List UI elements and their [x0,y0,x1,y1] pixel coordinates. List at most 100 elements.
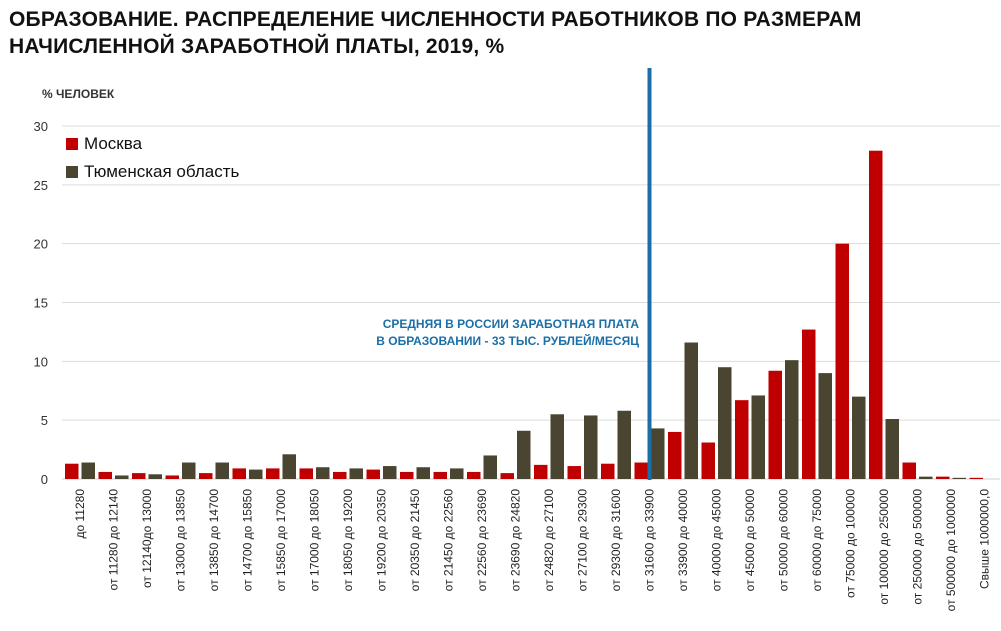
bar-moscow [634,462,648,479]
x-tick-label: от 75000 до 100000 [844,489,858,598]
x-tick-label: от 100000 до 250000 [877,489,891,605]
legend-label-tyumen: Тюменская область [84,162,240,181]
bar-tyumen [249,469,263,479]
x-tick-label: от 23690 до 24820 [509,489,523,592]
x-tick-label: до 11280 [73,489,87,539]
x-tick-label: от 500000 до 1000000 [944,489,958,612]
bar-moscow [366,469,380,479]
bar-tyumen [584,415,598,479]
bar-moscow [969,477,983,479]
x-tick-label: от 17000 до 18050 [308,489,322,592]
legend-swatch-moscow [66,138,78,150]
chart-title: ОБРАЗОВАНИЕ. РАСПРЕДЕЛЕНИЕ ЧИСЛЕННОСТИ Р… [9,6,989,60]
bar-tyumen [684,342,698,479]
bar-moscow [500,473,514,479]
annotation-line2: В ОБРАЗОВАНИИ - 33 ТЫС. РУБЛЕЙ/МЕСЯЦ [376,334,639,348]
bar-tyumen [617,410,631,479]
bar-moscow [601,463,615,479]
y-tick-label: 15 [34,296,48,311]
bar-moscow [768,370,782,479]
bar-moscow [467,471,481,479]
x-tick-label: от 45000 до 50000 [743,489,757,592]
bars [65,150,983,479]
average-salary-line [647,68,652,480]
bar-tyumen [81,462,95,479]
bar-moscow [835,243,849,479]
annotation-line1: СРЕДНЯЯ В РОССИИ ЗАРАБОТНАЯ ПЛАТА [382,317,639,331]
y-tick-label: 0 [41,472,48,487]
x-tick-label: от 14700 до 15850 [241,489,255,592]
y-tick-label: 25 [34,178,48,193]
y-tick-label: 10 [34,354,48,369]
bar-moscow [400,471,414,479]
x-tick-label: от 27100 до 29300 [576,489,590,592]
chart-title-line1: ОБРАЗОВАНИЕ. РАСПРЕДЕЛЕНИЕ ЧИСЛЕННОСТИ Р… [9,8,862,31]
bar-moscow [735,400,749,479]
legend: Москва Тюменская область [66,130,239,186]
legend-swatch-tyumen [66,166,78,178]
bar-tyumen [718,367,732,479]
x-tick-label: от 13000 до 13850 [174,489,188,592]
x-tick-label: от 33900 до 40000 [676,489,690,592]
bar-moscow [232,468,246,479]
x-tick-label: от 24820 до 27100 [542,489,556,592]
bar-tyumen [919,476,933,479]
bar-moscow [802,329,816,479]
y-tick-label: 5 [41,413,48,428]
bar-moscow [534,464,548,479]
bar-tyumen [852,396,866,479]
legend-item-tyumen: Тюменская область [66,158,239,186]
x-tick-label: от 18050 до 19200 [341,489,355,592]
bar-moscow [65,463,79,479]
bar-tyumen [115,475,129,479]
bar-moscow [299,468,313,479]
bar-tyumen [550,414,564,479]
y-axis-ticks: 0 5 10 15 20 25 30 [34,119,48,487]
bar-moscow [266,468,280,479]
bar-moscow [668,431,682,479]
bar-tyumen [349,468,363,479]
bar-moscow [869,150,883,479]
x-tick-label: от 22560 до 23690 [475,489,489,592]
x-tick-label: от 15850 до 17000 [274,489,288,592]
bar-tyumen [483,455,497,479]
x-tick-label: от 29300 до 31600 [609,489,623,592]
x-tick-label: от 60000 до 75000 [810,489,824,592]
bar-tyumen [383,466,397,479]
x-tick-label: от 13850 до 14700 [207,489,221,592]
x-tick-label: от 19200 до 20350 [375,489,389,592]
bar-tyumen [818,373,832,479]
average-salary-marker-line [647,68,652,480]
x-tick-label: от 11280 до 12140 [107,489,121,591]
bar-moscow [333,471,347,479]
bar-tyumen [182,462,196,479]
legend-item-moscow: Москва [66,130,239,158]
x-tick-label: от 21450 до 22560 [442,489,456,592]
bar-moscow [701,442,715,479]
x-tick-label: от 20350 до 21450 [408,489,422,592]
chart-title-line2: НАЧИСЛЕННОЙ ЗАРАБОТНОЙ ПЛАТЫ, 2019, % [9,35,505,58]
bar-tyumen [215,462,229,479]
x-tick-label: от 31600 до 33900 [643,489,657,592]
bar-tyumen [885,418,899,479]
x-tick-label: от 12140до 13000 [140,489,154,588]
bar-tyumen [282,454,296,479]
bar-tyumen [785,360,799,479]
bar-moscow [936,476,950,479]
bar-moscow [98,471,112,479]
x-axis-labels: до 11280 от 11280 до 12140 от 12140до 1300… [73,489,992,612]
bar-tyumen [416,467,430,479]
bar-tyumen [651,428,665,479]
y-axis-label: % ЧЕЛОВЕК [42,87,115,101]
legend-label-moscow: Москва [84,134,143,153]
bar-tyumen [517,430,531,479]
bar-moscow [567,466,581,479]
bar-tyumen [751,395,765,479]
bar-moscow [902,462,916,479]
bar-moscow [199,473,213,479]
bar-tyumen [148,474,162,479]
bar-tyumen [450,468,464,479]
average-salary-annotation: СРЕДНЯЯ В РОССИИ ЗАРАБОТНАЯ ПЛАТА В ОБРА… [376,316,639,350]
bar-moscow [165,475,179,479]
